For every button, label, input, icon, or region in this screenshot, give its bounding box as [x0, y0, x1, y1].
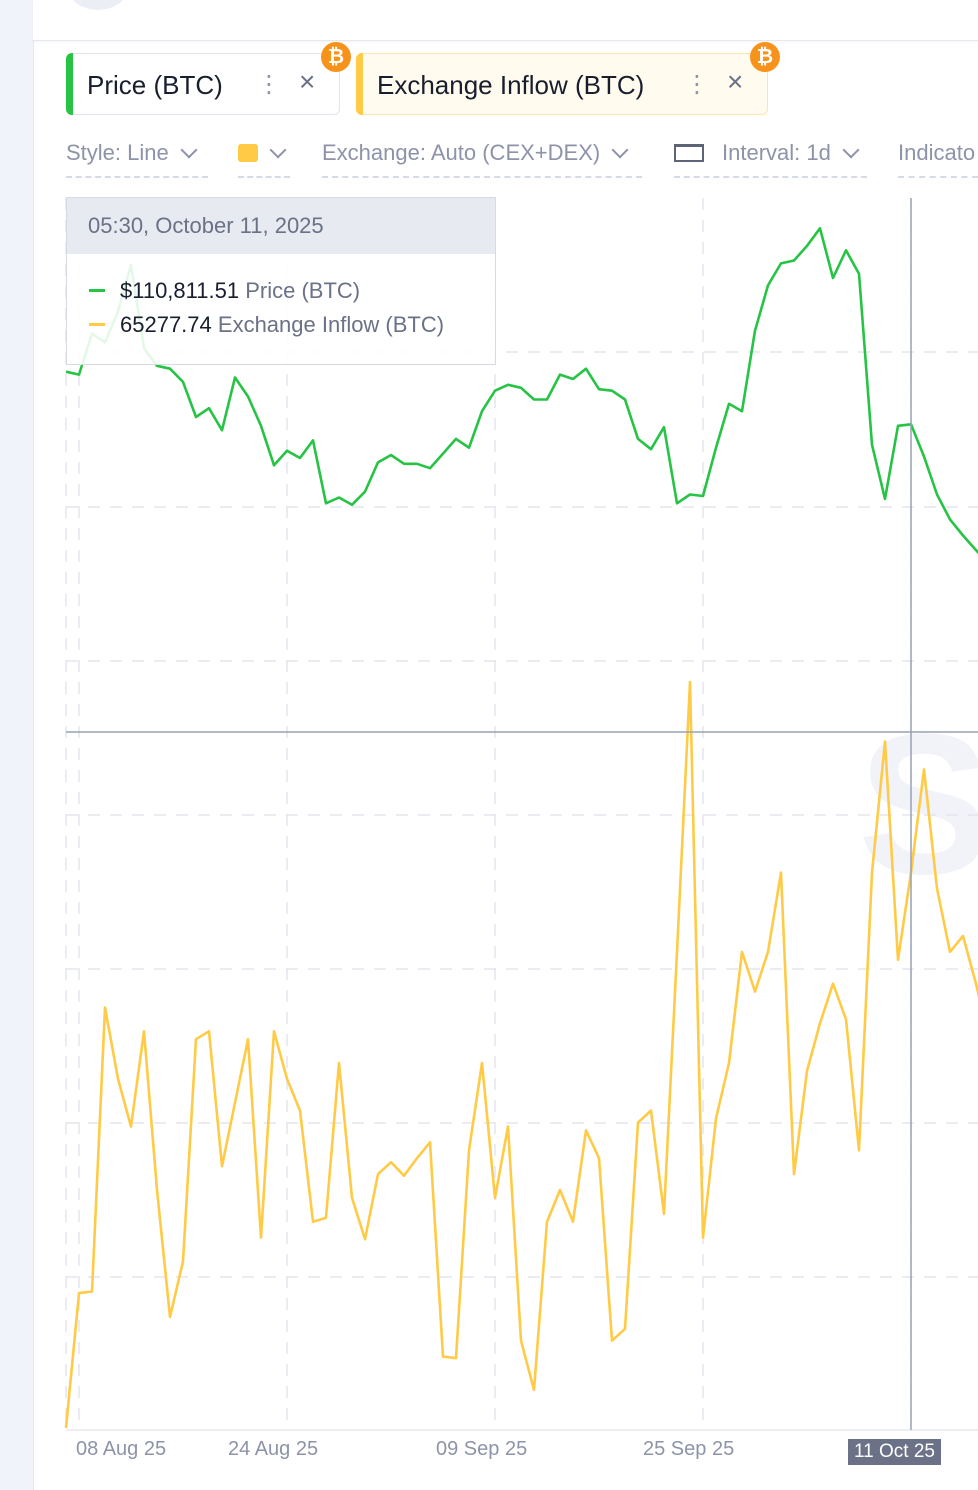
- series-dash-icon: [89, 323, 105, 326]
- x-crosshair-label: 11 Oct 25: [848, 1439, 941, 1465]
- style-dropdown[interactable]: Style: Line: [66, 140, 208, 178]
- more-options-icon[interactable]: ⋮: [257, 71, 281, 98]
- chip-label: Exchange Inflow (BTC): [377, 70, 645, 100]
- indicators-label: Indicato: [898, 140, 976, 165]
- x-tick-label: 24 Aug 25: [228, 1438, 319, 1460]
- chip-label: Price (BTC): [87, 70, 223, 100]
- series-dash-icon: [89, 289, 105, 292]
- top-card: [33, 0, 978, 41]
- bitcoin-icon: ₿: [321, 42, 351, 72]
- indicators-dropdown[interactable]: Indicato: [898, 140, 978, 178]
- color-dropdown[interactable]: [238, 140, 290, 178]
- exchange-dropdown[interactable]: Exchange: Auto (CEX+DEX): [322, 140, 642, 178]
- more-options-icon[interactable]: ⋮: [685, 71, 709, 98]
- interval-label: Interval: 1d: [722, 140, 831, 165]
- tooltip-series-name: Price (BTC): [245, 278, 361, 303]
- close-icon[interactable]: ×: [727, 66, 744, 97]
- tooltip-row-price: $110,811.51 Price (BTC): [89, 278, 360, 304]
- x-tick-label: 25 Sep 25: [643, 1438, 735, 1460]
- exchange-label: Exchange: Auto (CEX+DEX): [322, 140, 601, 165]
- price-line: [65, 227, 978, 555]
- tooltip-series-name: Exchange Inflow (BTC): [217, 312, 445, 337]
- bitcoin-icon: ₿: [750, 42, 780, 72]
- metric-chip-price[interactable]: Price (BTC) ⋮ ×: [66, 53, 340, 115]
- left-sidebar-strip: [0, 0, 34, 1490]
- metric-chip-exchange-inflow[interactable]: Exchange Inflow (BTC) ⋮ ×: [356, 53, 768, 115]
- tooltip-row-inflow: 65277.74 Exchange Inflow (BTC): [89, 312, 444, 338]
- x-tick-label: 09 Sep 25: [436, 1438, 528, 1460]
- style-label: Style: Line: [66, 140, 169, 165]
- color-swatch: [238, 144, 258, 162]
- chip-accent-bar: [66, 53, 73, 115]
- tooltip-value: 65277.74: [120, 312, 212, 337]
- x-tick-label: 08 Aug 25: [76, 1438, 167, 1460]
- close-icon[interactable]: ×: [299, 66, 316, 97]
- exchange-inflow-line: [64, 680, 978, 1429]
- tooltip-value: $110,811.51: [120, 278, 240, 303]
- avatar[interactable]: [70, 0, 126, 10]
- ruler-icon: [674, 144, 704, 162]
- chip-accent-bar: [356, 53, 363, 115]
- interval-dropdown[interactable]: Interval: 1d: [674, 140, 867, 178]
- tooltip-date: 05:30, October 11, 2025: [67, 198, 495, 254]
- chart-tooltip: 05:30, October 11, 2025 $110,811.51 Pric…: [66, 197, 496, 365]
